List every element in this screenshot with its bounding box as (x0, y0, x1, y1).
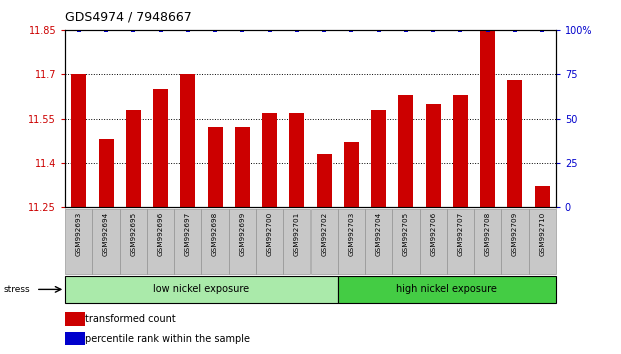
Bar (338, 276, 556, 303)
Bar (365, 209, 392, 274)
Bar (256, 209, 283, 274)
Text: GSM992704: GSM992704 (376, 212, 382, 256)
Bar (201, 209, 229, 274)
Text: low nickel exposure: low nickel exposure (153, 284, 250, 295)
Bar (501, 209, 528, 274)
Bar (371, 110, 386, 207)
Bar (289, 113, 304, 207)
Text: transformed count: transformed count (85, 314, 176, 324)
Text: high nickel exposure: high nickel exposure (396, 284, 497, 295)
Bar (65, 312, 85, 326)
Bar (99, 139, 114, 207)
Text: GSM992703: GSM992703 (348, 212, 355, 256)
Text: GSM992708: GSM992708 (484, 212, 491, 256)
Bar (229, 209, 256, 274)
Bar (535, 187, 550, 207)
Bar (207, 127, 222, 207)
Bar (399, 95, 414, 207)
Text: GSM992701: GSM992701 (294, 212, 300, 256)
Bar (474, 209, 501, 274)
Text: GSM992693: GSM992693 (76, 212, 82, 256)
Bar (147, 209, 175, 274)
Text: GSM992696: GSM992696 (158, 212, 163, 256)
Bar (446, 209, 474, 274)
Text: GDS4974 / 7948667: GDS4974 / 7948667 (65, 11, 192, 24)
Text: GSM992697: GSM992697 (185, 212, 191, 256)
Text: GSM992709: GSM992709 (512, 212, 518, 256)
Bar (310, 209, 338, 274)
Bar (126, 110, 141, 207)
Bar (175, 209, 201, 274)
Text: GSM992700: GSM992700 (266, 212, 273, 256)
Text: GSM992698: GSM992698 (212, 212, 218, 256)
Text: GSM992702: GSM992702 (321, 212, 327, 256)
Bar (507, 80, 522, 207)
Bar (392, 209, 420, 274)
Bar (93, 209, 120, 274)
Text: GSM992710: GSM992710 (539, 212, 545, 256)
Bar (65, 209, 93, 274)
Bar (528, 209, 556, 274)
Bar (425, 104, 441, 207)
Text: stress: stress (3, 285, 30, 294)
Text: GSM992699: GSM992699 (239, 212, 245, 256)
Bar (420, 209, 446, 274)
Bar (480, 30, 495, 207)
Text: percentile rank within the sample: percentile rank within the sample (85, 333, 250, 344)
Bar (71, 74, 86, 207)
Bar (235, 127, 250, 207)
Text: GSM992694: GSM992694 (103, 212, 109, 256)
Bar (180, 74, 196, 207)
Bar (338, 209, 365, 274)
Bar (120, 209, 147, 274)
Text: GSM992705: GSM992705 (403, 212, 409, 256)
Bar (65, 332, 85, 346)
Bar (65, 276, 338, 303)
Bar (262, 113, 277, 207)
Text: GSM992706: GSM992706 (430, 212, 436, 256)
Bar (283, 209, 310, 274)
Text: GSM992707: GSM992707 (458, 212, 463, 256)
Bar (453, 95, 468, 207)
Bar (153, 89, 168, 207)
Text: GSM992695: GSM992695 (130, 212, 137, 256)
Bar (317, 154, 332, 207)
Bar (344, 142, 359, 207)
